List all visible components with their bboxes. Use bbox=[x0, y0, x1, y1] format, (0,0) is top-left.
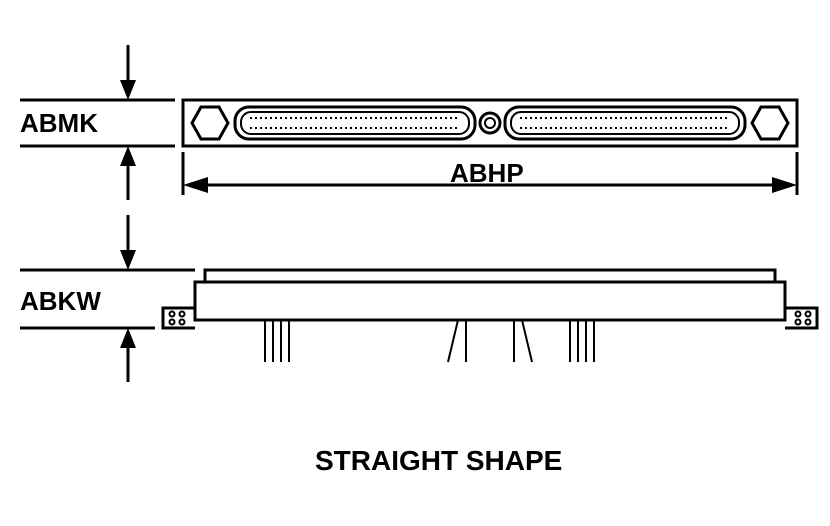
side-view-flange-right bbox=[785, 308, 817, 328]
abhp-label: ABHP bbox=[450, 158, 524, 189]
flange-left-hole-1 bbox=[170, 312, 175, 317]
center-hole-icon bbox=[480, 113, 500, 133]
diagram-title: STRAIGHT SHAPE bbox=[315, 445, 562, 477]
center-hole-inner bbox=[485, 118, 495, 128]
flange-right-hole-1 bbox=[796, 312, 801, 317]
pin-group-3 bbox=[570, 320, 594, 362]
abmk-arrow-top-head bbox=[120, 80, 136, 100]
flange-right-hole-4 bbox=[806, 320, 811, 325]
flange-right-hole-2 bbox=[796, 320, 801, 325]
abhp-arrow-right bbox=[772, 177, 797, 193]
abhp-arrow-left bbox=[183, 177, 208, 193]
flange-left-hole-3 bbox=[180, 312, 185, 317]
slot-right-inner bbox=[511, 112, 739, 134]
abkw-label: ABKW bbox=[20, 286, 101, 317]
flange-right-hole-3 bbox=[806, 312, 811, 317]
hexagon-left-icon bbox=[192, 107, 228, 139]
slot-left-inner bbox=[241, 112, 469, 134]
pin-group-1 bbox=[265, 320, 289, 362]
side-view-flange-left bbox=[163, 308, 195, 328]
abkw-arrow-bottom-head bbox=[120, 328, 136, 348]
hexagon-right-icon bbox=[752, 107, 788, 139]
abmk-arrow-bottom-head bbox=[120, 146, 136, 166]
pin-group-2-notch bbox=[448, 320, 532, 362]
flange-left-hole-4 bbox=[180, 320, 185, 325]
abmk-label: ABMK bbox=[20, 108, 98, 139]
abkw-arrow-top-head bbox=[120, 250, 136, 270]
side-view-top bbox=[205, 270, 775, 282]
side-view-body bbox=[195, 282, 785, 320]
flange-left-hole-2 bbox=[170, 320, 175, 325]
